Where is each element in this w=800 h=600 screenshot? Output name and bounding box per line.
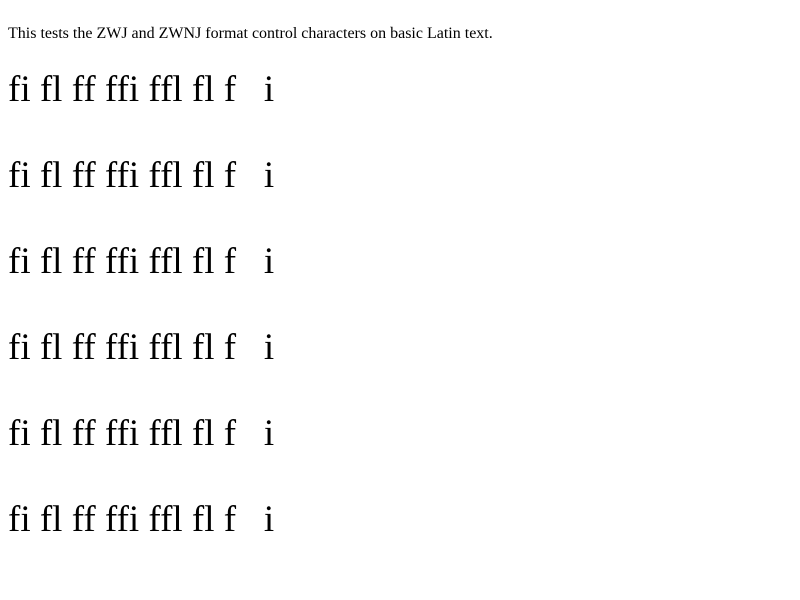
sample-line: fi fl ff ffi ffl fl f i bbox=[8, 241, 275, 282]
sample-line: fi fl ff ffi ffl fl f i bbox=[8, 155, 275, 196]
sample-line: fi fl ff ffi ffl fl f i bbox=[8, 327, 275, 368]
sample-line: fi fl ff ffi ffl fl f i bbox=[8, 69, 275, 110]
sample-line: fi fl ff ffi ffl fl f i bbox=[8, 413, 275, 454]
sample-line: fi fl ff ffi ffl fl f i bbox=[8, 499, 275, 540]
ligature-samples: fi fl ff ffi ffl fl f i fi fl ff ffi ffl… bbox=[8, 67, 274, 583]
intro-text: This tests the ZWJ and ZWNJ format contr… bbox=[8, 25, 493, 42]
